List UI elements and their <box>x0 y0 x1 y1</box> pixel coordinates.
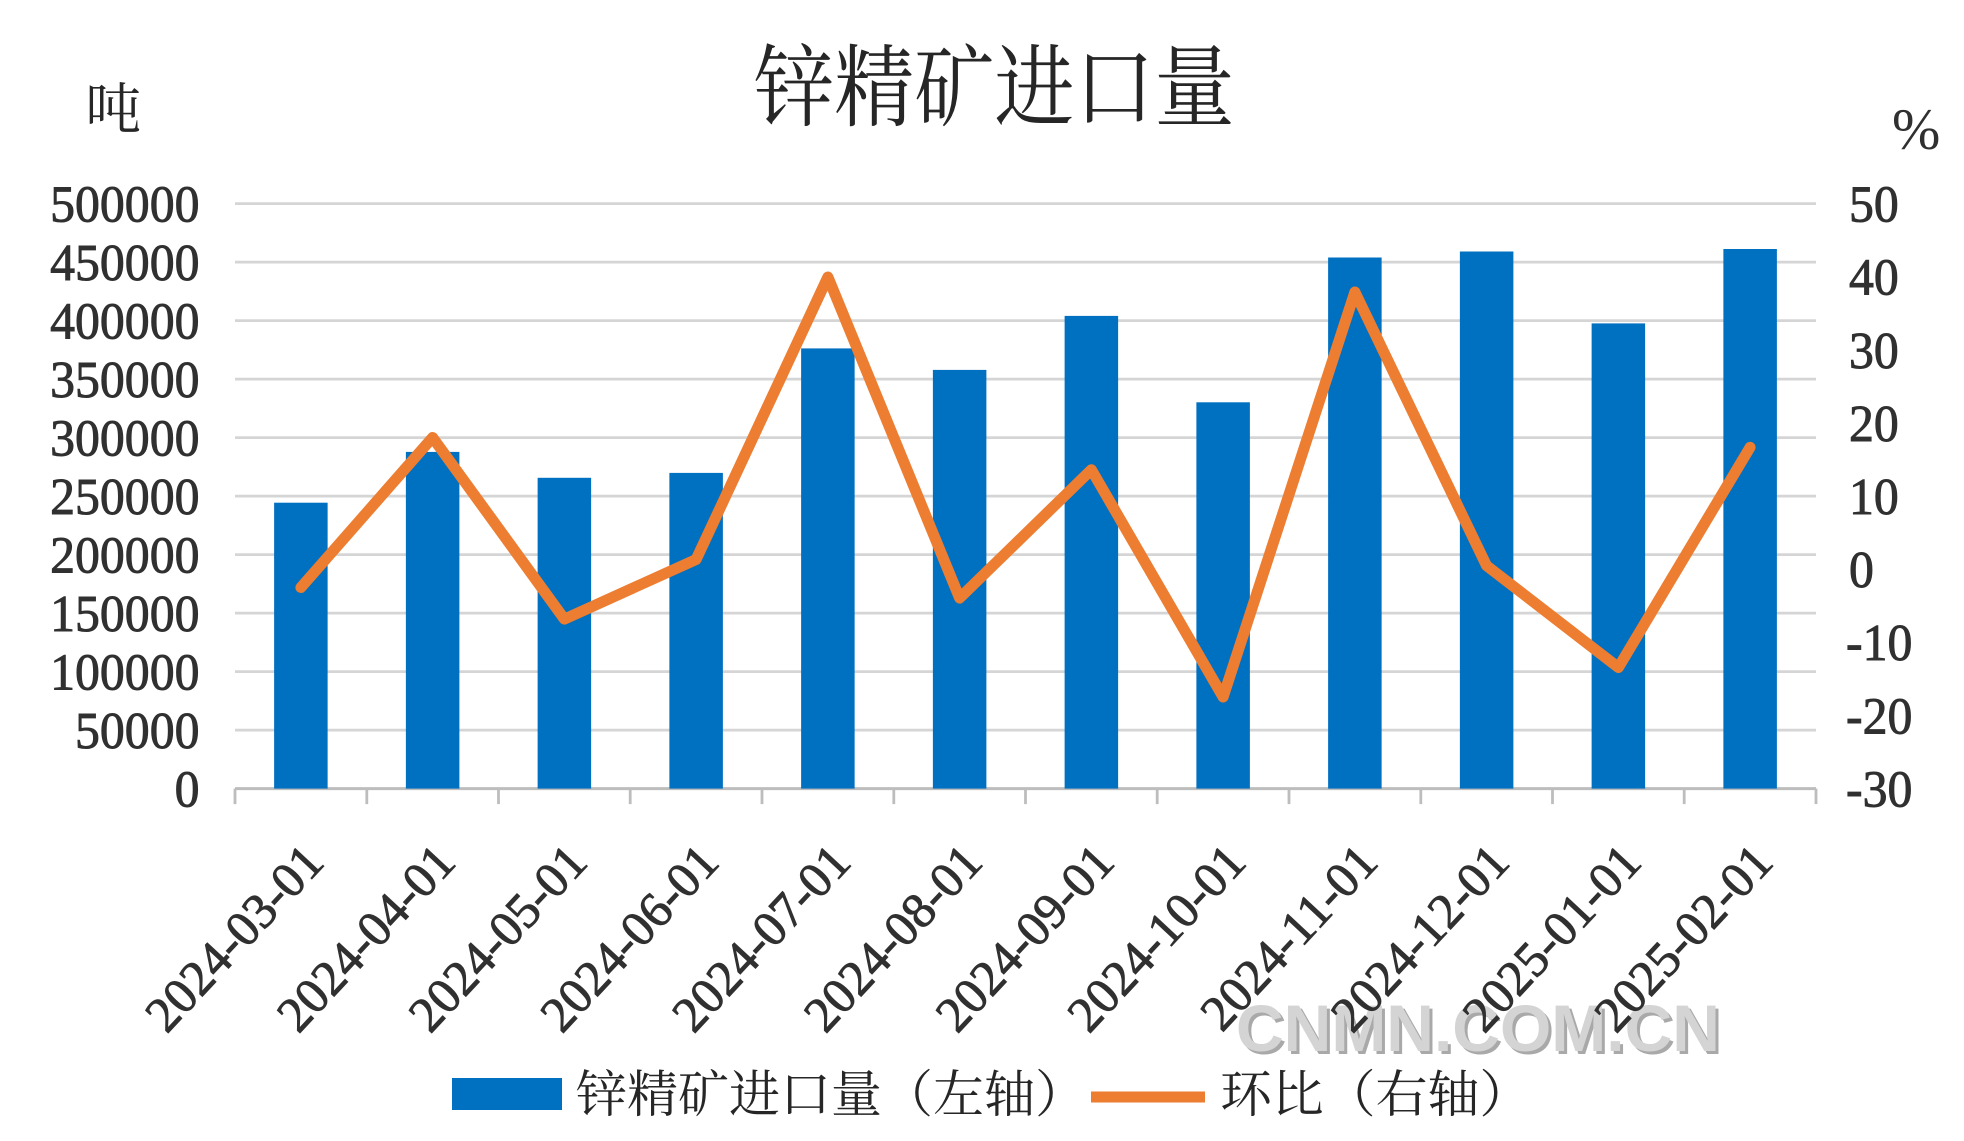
svg-text:50: 50 <box>1849 177 1899 234</box>
svg-text:450000: 450000 <box>50 235 199 292</box>
svg-text:-30: -30 <box>1846 762 1912 819</box>
svg-text:100000: 100000 <box>50 645 199 702</box>
svg-text:350000: 350000 <box>50 352 199 409</box>
svg-text:%: % <box>1892 97 1940 162</box>
svg-text:-10: -10 <box>1846 615 1912 672</box>
svg-text:40: 40 <box>1849 250 1899 307</box>
svg-text:CNMN.COM.CN: CNMN.COM.CN <box>1236 991 1720 1065</box>
svg-text:150000: 150000 <box>50 586 199 643</box>
svg-text:50000: 50000 <box>75 703 200 760</box>
svg-text:250000: 250000 <box>50 469 199 526</box>
svg-text:10: 10 <box>1849 469 1899 526</box>
svg-text:500000: 500000 <box>50 177 199 234</box>
svg-text:200000: 200000 <box>50 528 199 585</box>
svg-text:CNMN.COM.CN: CNMN.COM.CN <box>1239 994 1723 1068</box>
svg-text:0: 0 <box>175 762 200 819</box>
svg-text:0: 0 <box>1849 542 1874 599</box>
svg-text:300000: 300000 <box>50 411 199 468</box>
svg-text:20: 20 <box>1849 396 1899 453</box>
svg-text:-20: -20 <box>1846 688 1912 745</box>
svg-text:30: 30 <box>1849 323 1899 380</box>
svg-text:400000: 400000 <box>50 294 199 351</box>
